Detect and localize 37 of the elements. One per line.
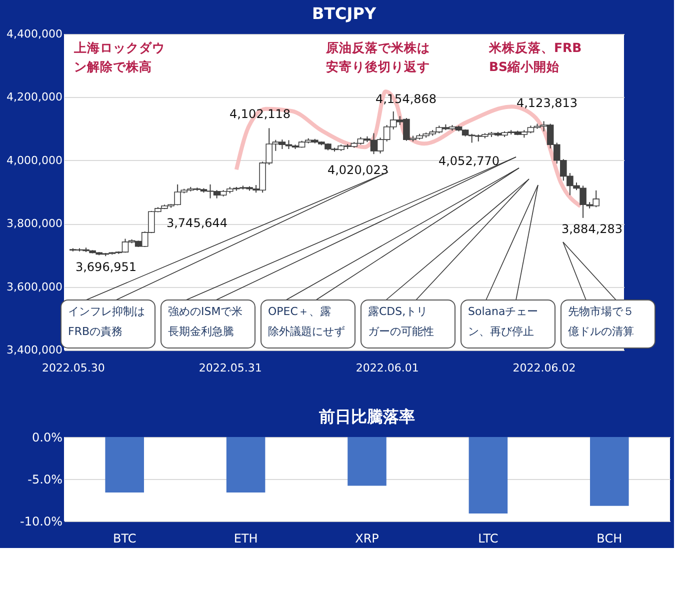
annotation: 4,154,868: [375, 92, 437, 106]
x-tick-label: BTC: [112, 532, 136, 546]
annotation: 4,020,023: [327, 163, 389, 177]
annotation: Solanaチェーン、再び停止: [468, 305, 538, 338]
annotation: 原油反落で米株は安寄り後切り返す: [325, 40, 430, 74]
y-tick-label: 3,400,000: [6, 344, 62, 356]
annotation: 強めのISMで米長期金利急騰: [168, 305, 243, 338]
y-tick-label: 4,000,000: [6, 154, 62, 167]
x-tick-label: XRP: [355, 532, 379, 546]
y-tick-label: 0.0%: [32, 430, 62, 444]
annotation: インフレ抑制はFRBの責務: [68, 305, 145, 338]
chart-title: 前日比騰落率: [318, 407, 415, 426]
annotation: 先物市場で５億ドルの清算: [568, 305, 634, 338]
x-tick-label: ETH: [234, 532, 258, 546]
x-tick-label: 2022.06.01: [356, 362, 419, 374]
annotation: 3,696,951: [75, 260, 137, 274]
annotation: 米株反落、FRBBS縮小開始: [488, 40, 582, 74]
annotation: 露CDS,トリガーの可能性: [368, 305, 434, 338]
y-tick-label: -5.0%: [28, 472, 62, 486]
annotation: 4,102,118: [229, 107, 291, 121]
y-tick-label: -10.0%: [20, 514, 62, 528]
y-tick-label: 4,200,000: [6, 90, 62, 104]
annotation: 上海ロックダウン解除で株高: [73, 40, 165, 74]
y-tick-label: 4,400,000: [6, 28, 62, 40]
y-tick-label: 3,800,000: [6, 217, 62, 230]
annotation: 4,123,813: [516, 96, 578, 110]
x-tick-label: LTC: [478, 532, 498, 546]
annotation: OPEC＋、露除外議題にせず: [268, 305, 345, 338]
y-tick-label: 3,600,000: [6, 280, 62, 294]
chart-title: BTCJPY: [312, 4, 376, 23]
x-tick-label: 2022.06.02: [512, 362, 576, 374]
annotation: 4,052,770: [438, 154, 500, 168]
x-tick-label: 2022.05.31: [198, 362, 262, 374]
x-tick-label: 2022.05.30: [42, 362, 105, 374]
x-tick-label: BCH: [596, 532, 622, 546]
annotation: 3,745,644: [166, 216, 228, 230]
annotation: 3,884,283: [561, 222, 623, 236]
